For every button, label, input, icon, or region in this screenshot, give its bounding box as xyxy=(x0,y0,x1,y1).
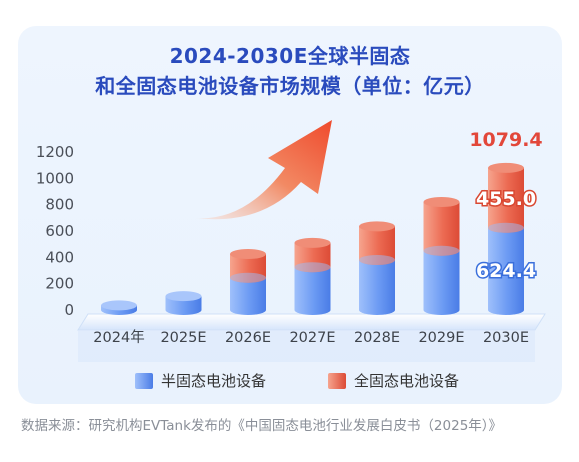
y-tick-label: 200 xyxy=(45,275,74,293)
bar-seam-cap xyxy=(294,262,331,273)
bar-all-solid xyxy=(488,167,524,233)
chart-platform xyxy=(77,313,546,362)
bar-top-cap xyxy=(230,249,266,260)
bar-semi-solid xyxy=(230,277,266,315)
y-tick-label: 0 xyxy=(64,301,74,319)
growth-arrow-icon xyxy=(195,120,332,220)
bar-top-cap xyxy=(101,300,137,311)
y-tick-label: 1000 xyxy=(36,169,74,187)
bar-semi-solid xyxy=(294,267,331,315)
source-note: 数据来源：研究机构EVTank发布的《中国固态电池行业发展白皮书（2025年）》 xyxy=(21,418,503,434)
x-tick-label: 2028E xyxy=(354,330,400,346)
x-tick-label: 2024年 xyxy=(93,329,144,346)
bar-semi-solid xyxy=(488,227,524,315)
chart-title-line2: 和全固态电池设备市场规模（单位：亿元） xyxy=(95,74,485,98)
bar-top-cap xyxy=(165,291,202,302)
legend-item-all-solid: 全固态电池设备 xyxy=(328,370,459,391)
chart-title-line1: 2024-2030E全球半固态 xyxy=(169,44,411,68)
x-tick-label: 2030E xyxy=(483,330,529,346)
x-tick-label: 2025E xyxy=(160,330,206,346)
legend-label-semi-solid: 半固态电池设备 xyxy=(161,372,267,390)
y-tick-label: 600 xyxy=(45,222,74,240)
y-tick-label: 800 xyxy=(45,196,74,214)
legend-swatch-semi-solid xyxy=(135,372,153,389)
bar-seam-cap xyxy=(230,272,266,283)
legend-item-semi-solid: 半固态电池设备 xyxy=(135,370,266,391)
platform-top xyxy=(77,313,546,331)
bar-all-solid xyxy=(423,202,460,256)
bar-top-cap xyxy=(488,162,524,173)
bar-top-cap xyxy=(359,221,395,232)
bar-seam-cap xyxy=(359,254,395,265)
x-tick-label: 2029E xyxy=(418,330,464,346)
bar-top-cap xyxy=(423,197,460,208)
bar-semi-solid xyxy=(423,250,460,315)
legend-swatch-all-solid xyxy=(328,372,346,389)
legend-label-all-solid: 全固态电池设备 xyxy=(354,372,460,390)
bars-group xyxy=(101,162,524,315)
data-label-total: 1079.4 xyxy=(469,129,542,151)
data-label-all-solid: 455.0 xyxy=(476,188,536,210)
bar-top-cap xyxy=(294,237,331,248)
data-labels-group: 624.4 455.0 1079.4 xyxy=(469,129,542,284)
x-axis: 2024年 2025E 2026E 2027E 2028E 2029E 2030E xyxy=(93,329,529,346)
platform-front xyxy=(78,330,535,362)
y-tick-label: 400 xyxy=(45,248,74,266)
data-label-semi-solid: 624.4 xyxy=(476,260,536,282)
bar-semi-solid xyxy=(165,296,202,315)
bar-all-solid xyxy=(359,226,395,265)
x-tick-label: 2027E xyxy=(289,330,335,346)
bar-seam-cap xyxy=(488,222,524,233)
x-tick-label: 2026E xyxy=(225,330,271,346)
y-tick-label: 1200 xyxy=(36,143,74,161)
bar-seam-cap xyxy=(423,245,460,256)
bar-semi-solid xyxy=(359,259,395,315)
y-axis: 0 200 400 600 800 1000 1200 xyxy=(36,143,74,319)
